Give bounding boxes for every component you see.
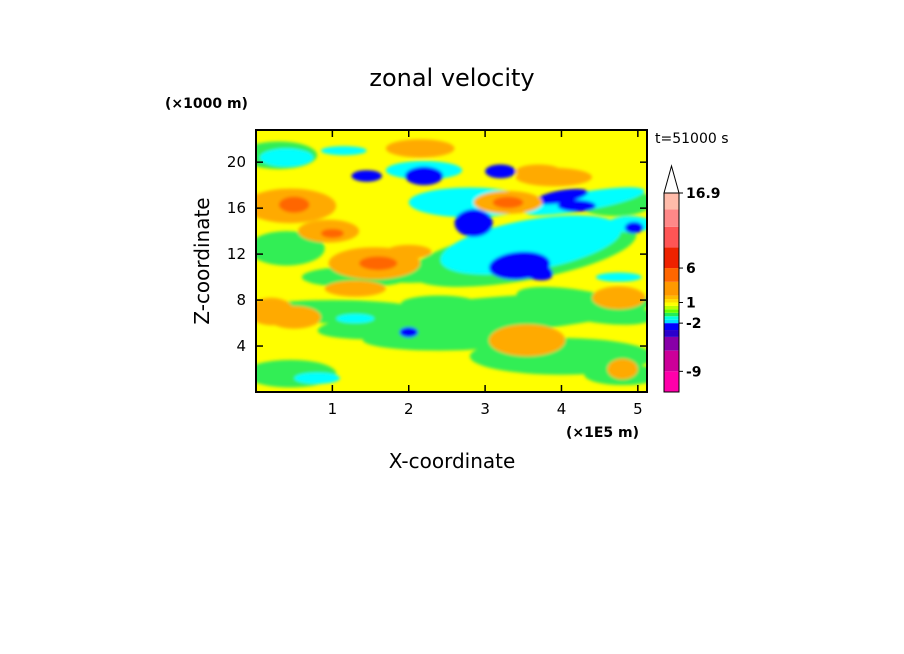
contour-blob-blue	[509, 255, 553, 281]
x-axis-label: X-coordinate	[389, 449, 516, 473]
colorbar-band	[664, 299, 679, 303]
colorbar: 16.9 6 1 -2 -9	[663, 164, 721, 393]
colorbar-band	[664, 247, 679, 269]
contour-blob-orange	[515, 164, 562, 179]
contour-blob-darkorange	[320, 228, 344, 239]
contour-blob-blue	[535, 188, 588, 205]
colorbar-band	[664, 305, 679, 310]
x-tick-label: 3	[480, 400, 490, 418]
contour-blob-blue	[351, 170, 383, 182]
contour-blob-blue	[557, 200, 596, 212]
x-tick-label: 5	[633, 400, 643, 418]
contour-blob-cyan	[320, 146, 367, 156]
x-tick-label: 1	[328, 400, 338, 418]
contour-blob-blue	[454, 209, 493, 237]
colorbar-band	[664, 268, 679, 282]
colorbar-band	[664, 295, 679, 300]
contour-blob-darkorange	[278, 196, 310, 213]
contour-blob-cyan	[336, 313, 375, 324]
y-tick-label: 16	[227, 199, 246, 217]
x-tick-label: 4	[557, 400, 567, 418]
contour-blob-orange	[324, 280, 386, 297]
y-tick-label: 20	[227, 153, 246, 171]
colorbar-label: 1	[686, 295, 696, 311]
contour-blob-blue	[624, 221, 644, 234]
contour-blob-orange	[592, 286, 646, 310]
time-label: t=51000 s	[655, 131, 729, 147]
colorbar-band	[664, 323, 679, 331]
colorbar-band	[664, 319, 679, 324]
contour-blob-green	[516, 286, 647, 325]
colorbar-label: 6	[686, 261, 696, 277]
y-tick-label: 8	[236, 291, 246, 309]
colorbar-label: -9	[686, 364, 702, 380]
x-unit-label: (×1E5 m)	[566, 425, 639, 441]
contour-blob-cyan	[595, 272, 642, 282]
colorbar-band	[664, 309, 679, 313]
colorbar-band	[664, 312, 679, 317]
chart-title: zonal velocity	[369, 64, 534, 92]
colorbar-band	[664, 209, 679, 227]
contour-blob-darkorange	[492, 196, 524, 209]
colorbar-band	[664, 281, 679, 296]
x-tick-label: 2	[404, 400, 414, 418]
colorbar-band	[664, 302, 679, 306]
contour-blob-orange	[385, 244, 432, 259]
colorbar-label: 16.9	[686, 186, 721, 202]
colorbar-extend-arrow	[663, 164, 680, 194]
contour-blob-blue	[485, 164, 516, 179]
contour-blob-orange	[488, 324, 566, 357]
contour-blob-cyan	[259, 148, 314, 167]
y-unit-label: (×1000 m)	[165, 96, 248, 112]
colorbar-band	[664, 371, 679, 392]
contour-blob-orange	[385, 139, 455, 158]
colorbar-label: -2	[686, 316, 702, 332]
contour-blob-blue	[399, 327, 418, 338]
colorbar-band	[664, 193, 679, 210]
y-tick-label: 12	[227, 245, 246, 263]
contour-blob-darkorange	[359, 256, 398, 271]
field-contours	[256, 139, 647, 388]
colorbar-band	[664, 330, 679, 337]
colorbar-band	[664, 226, 679, 248]
velocity-field	[256, 130, 647, 392]
plot-frame	[255, 129, 648, 393]
contour-blob-blue	[404, 166, 444, 186]
contour-blob-green	[401, 295, 478, 312]
contour-blob-orange	[267, 305, 321, 329]
colorbar-band	[664, 336, 679, 351]
contour-blob-orange	[607, 358, 638, 380]
colorbar-frame	[663, 192, 680, 393]
colorbar-band	[664, 316, 679, 320]
contour-blob-green	[256, 231, 325, 266]
contour-blob-cyan	[294, 372, 341, 384]
colorbar-band	[664, 350, 679, 372]
y-axis-label: Z-coordinate	[190, 197, 214, 324]
contour-blob-green	[362, 329, 516, 351]
y-tick-label: 4	[236, 337, 246, 355]
